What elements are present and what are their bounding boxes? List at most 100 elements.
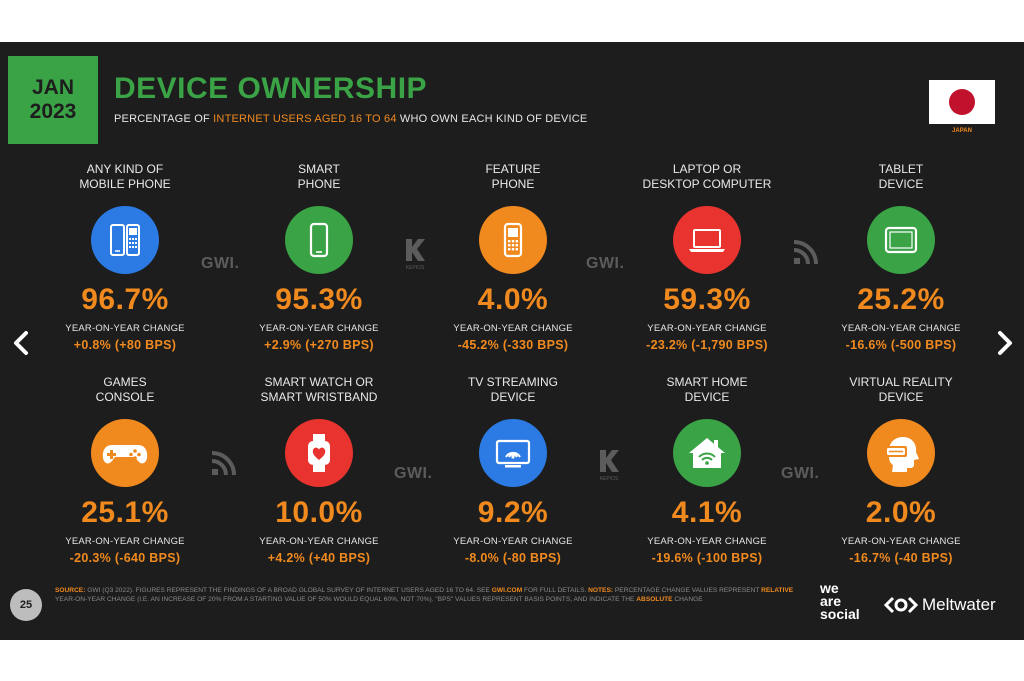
device-tile: TABLET DEVICE 25.2% YEAR-ON-YEAR CHANGE -… bbox=[806, 162, 996, 352]
device-percentage: 2.0% bbox=[865, 496, 937, 529]
device-label: LAPTOP OR DESKTOP COMPUTER bbox=[612, 162, 802, 192]
yoy-label: YEAR-ON-YEAR CHANGE bbox=[65, 536, 185, 547]
yoy-change: -19.6% (-100 BPS) bbox=[651, 551, 763, 565]
device-label-line: SMART HOME bbox=[666, 375, 748, 389]
datareportal-logo-icon bbox=[208, 449, 238, 479]
yoy-label: YEAR-ON-YEAR CHANGE bbox=[453, 536, 573, 547]
device-tile: VIRTUAL REALITY DEVICE 2.0% YEAR-ON-YEAR … bbox=[806, 375, 996, 565]
meltwater-mark-icon bbox=[884, 596, 918, 614]
meltwater-name: Meltwater bbox=[922, 595, 996, 614]
device-label-line: DEVICE bbox=[684, 390, 730, 404]
yoy-label: YEAR-ON-YEAR CHANGE bbox=[259, 536, 379, 547]
device-tile: SMART HOME DEVICE 4.1% YEAR-ON-YEAR CHANG… bbox=[612, 375, 802, 565]
footer-notes: SOURCE: GWI (Q3 2022). FIGURES REPRESENT… bbox=[55, 586, 795, 605]
device-tile: SMART WATCH OR SMART WRISTBAND 10.0% YEAR… bbox=[224, 375, 414, 565]
device-label-line: FEATURE bbox=[485, 162, 541, 176]
device-label: TABLET DEVICE bbox=[806, 162, 996, 192]
device-label-line: SMART WRISTBAND bbox=[260, 390, 378, 404]
notes-text-2: YEAR-ON-YEAR CHANGE (I.E. AN INCREASE OF… bbox=[55, 596, 637, 604]
device-tile: GAMES CONSOLE 25.1% YEAR-ON-YEAR CHANGE -… bbox=[30, 375, 220, 565]
tv-streaming-icon bbox=[479, 419, 547, 487]
date-badge: JAN 2023 bbox=[8, 56, 98, 144]
device-label: SMART PHONE bbox=[224, 162, 414, 192]
brand-line: social bbox=[820, 606, 860, 622]
yoy-change: -8.0% (-80 BPS) bbox=[464, 551, 562, 565]
device-label: SMART WATCH OR SMART WRISTBAND bbox=[224, 375, 414, 405]
device-percentage: 4.0% bbox=[477, 283, 549, 316]
subtitle-suffix: WHO OWN EACH KIND OF DEVICE bbox=[396, 113, 588, 125]
yoy-label: YEAR-ON-YEAR CHANGE bbox=[647, 536, 767, 547]
device-label: FEATURE PHONE bbox=[418, 162, 608, 192]
yoy-label: YEAR-ON-YEAR CHANGE bbox=[65, 323, 185, 334]
absolute-word: ABSOLUTE bbox=[636, 596, 673, 604]
device-label: TV STREAMING DEVICE bbox=[418, 375, 608, 405]
date-month: JAN bbox=[31, 76, 74, 99]
device-label-line: ANY KIND OF bbox=[86, 162, 164, 176]
device-percentage: 95.3% bbox=[275, 283, 363, 316]
device-label-line: PHONE bbox=[491, 177, 535, 191]
gwi-watermark: GWI. bbox=[781, 465, 820, 482]
device-tile: FEATURE PHONE 4.0% YEAR-ON-YEAR CHANGE -4… bbox=[418, 162, 608, 352]
device-tile: TV STREAMING DEVICE 9.2% YEAR-ON-YEAR CHA… bbox=[418, 375, 608, 565]
yoy-change: -20.3% (-640 BPS) bbox=[69, 551, 181, 565]
device-percentage: 10.0% bbox=[275, 496, 363, 529]
device-label: GAMES CONSOLE bbox=[30, 375, 220, 405]
device-percentage: 25.1% bbox=[81, 496, 169, 529]
device-percentage: 4.1% bbox=[671, 496, 743, 529]
device-percentage: 25.2% bbox=[857, 283, 945, 316]
device-label-line: SMART WATCH OR bbox=[264, 375, 374, 389]
device-label-line: TV STREAMING bbox=[467, 375, 558, 389]
meltwater-logo: Meltwater bbox=[884, 595, 996, 615]
source-after: FOR FULL DETAILS. bbox=[522, 587, 589, 594]
smartphone-icon bbox=[285, 206, 353, 274]
source-text: GWI (Q3 2022). FIGURES REPRESENT THE FIN… bbox=[85, 587, 492, 594]
yoy-label: YEAR-ON-YEAR CHANGE bbox=[453, 323, 573, 334]
device-label-line: DEVICE bbox=[878, 390, 924, 404]
device-tile: SMART PHONE 95.3% YEAR-ON-YEAR CHANGE +2.… bbox=[224, 162, 414, 352]
gwi-watermark: GWI. bbox=[394, 465, 433, 482]
device-label-line: LAPTOP OR bbox=[672, 162, 742, 176]
we-are-social-logo: we are social bbox=[820, 580, 860, 622]
gwi-watermark: GWI. bbox=[201, 255, 240, 272]
page-title: DEVICE OWNERSHIP bbox=[114, 72, 428, 105]
yoy-label: YEAR-ON-YEAR CHANGE bbox=[259, 323, 379, 334]
datareportal-logo-icon bbox=[790, 238, 820, 268]
device-label: SMART HOME DEVICE bbox=[612, 375, 802, 405]
tablet-icon bbox=[867, 206, 935, 274]
svg-text:KEPIOS: KEPIOS bbox=[406, 265, 425, 271]
subtitle-prefix: PERCENTAGE OF bbox=[114, 113, 214, 125]
smartwatch-icon bbox=[285, 419, 353, 487]
device-label-line: SMART bbox=[298, 162, 340, 176]
device-tile: ANY KIND OF MOBILE PHONE 96.7% YEAR-ON-YE… bbox=[30, 162, 220, 352]
gwi-watermark: GWI. bbox=[586, 255, 625, 272]
kepios-logo-icon: KEPIOS bbox=[596, 448, 622, 482]
device-tile: LAPTOP OR DESKTOP COMPUTER 59.3% YEAR-ON-… bbox=[612, 162, 802, 352]
page-subtitle: PERCENTAGE OF INTERNET USERS AGED 16 TO … bbox=[114, 113, 587, 125]
gamepad-icon bbox=[91, 419, 159, 487]
kepios-logo-icon: KEPIOS bbox=[402, 237, 428, 271]
device-label: VIRTUAL REALITY DEVICE bbox=[806, 375, 996, 405]
device-label-line: DEVICE bbox=[878, 177, 924, 191]
relative-word: RELATIVE bbox=[761, 587, 794, 594]
notes-label: NOTES: bbox=[588, 587, 614, 594]
source-label: SOURCE: bbox=[55, 587, 86, 594]
japan-flag-icon bbox=[929, 80, 995, 124]
source-link[interactable]: GWI.COM bbox=[491, 587, 523, 594]
vr-headset-icon bbox=[867, 419, 935, 487]
next-arrow-icon[interactable] bbox=[994, 330, 1016, 356]
yoy-label: YEAR-ON-YEAR CHANGE bbox=[841, 323, 961, 334]
slide: JAN 2023 DEVICE OWNERSHIP PERCENTAGE OF … bbox=[0, 42, 1024, 640]
page-number: 25 bbox=[10, 589, 42, 621]
device-percentage: 96.7% bbox=[81, 283, 169, 316]
device-label-line: VIRTUAL REALITY bbox=[849, 375, 953, 389]
country-label: JAPAN bbox=[952, 128, 972, 134]
brand-line: are bbox=[820, 593, 842, 609]
device-label-line: PHONE bbox=[297, 177, 341, 191]
yoy-label: YEAR-ON-YEAR CHANGE bbox=[841, 536, 961, 547]
yoy-change: -16.7% (-40 BPS) bbox=[849, 551, 953, 565]
device-label-line: GAMES bbox=[103, 375, 147, 389]
brand-line: we bbox=[820, 580, 839, 596]
laptop-icon bbox=[673, 206, 741, 274]
yoy-change: -16.6% (-500 BPS) bbox=[845, 338, 957, 352]
previous-arrow-icon[interactable] bbox=[10, 330, 32, 356]
